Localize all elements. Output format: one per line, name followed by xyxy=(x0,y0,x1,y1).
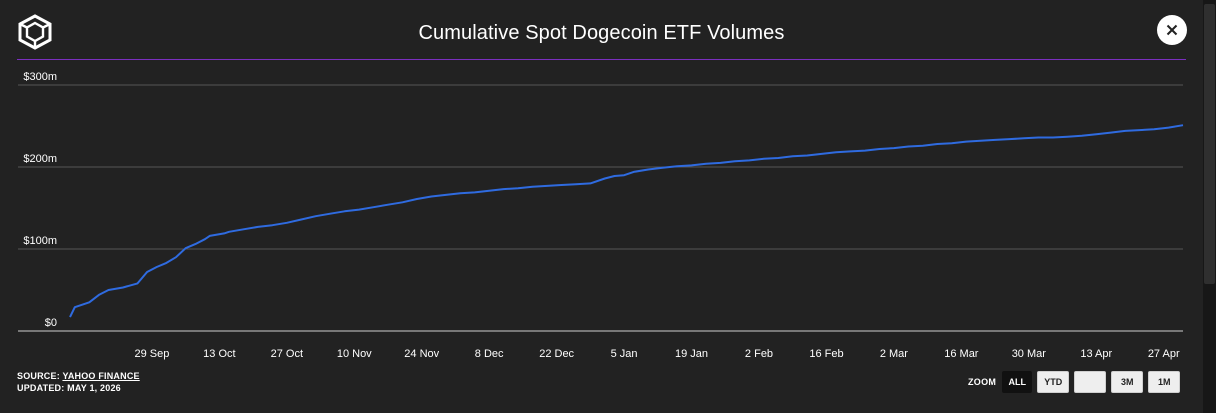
x-tick-label: 13 Oct xyxy=(203,348,235,360)
x-tick-label: 5 Jan xyxy=(611,348,638,360)
y-tick-label: $200m xyxy=(23,153,57,165)
x-tick-label: 19 Jan xyxy=(675,348,708,360)
x-tick-label: 10 Nov xyxy=(337,348,372,360)
zoom-3m-button[interactable]: 3M xyxy=(1111,371,1144,393)
line-chart: $0 $100m $200m $300m 29 Sep 13 Oct 27 Oct 10 No… xyxy=(18,71,1184,360)
zoom-ytd-button[interactable]: YTD xyxy=(1037,371,1070,393)
x-tick-label: 8 Dec xyxy=(475,348,504,360)
source-note: SOURCE: YAHOO FINANCE UPDATED: MAY 1, 20… xyxy=(17,370,140,394)
x-tick-label: 30 Mar xyxy=(1012,348,1047,360)
zoom-controls: ZOOM ALL YTD 3M 1M xyxy=(968,371,1181,393)
x-tick-label: 16 Feb xyxy=(809,348,843,360)
x-tick-label: 24 Nov xyxy=(404,348,439,360)
chart-title: Cumulative Spot Dogecoin ETF Volumes xyxy=(418,22,785,44)
zoom-blank-button[interactable] xyxy=(1074,371,1107,393)
title-divider xyxy=(17,59,1186,60)
y-tick-label: $300m xyxy=(23,71,57,83)
x-tick-label: 16 Mar xyxy=(944,348,979,360)
zoom-1m-button[interactable]: 1M xyxy=(1148,371,1181,393)
x-tick-label: 27 Oct xyxy=(271,348,303,360)
close-icon xyxy=(1166,24,1178,36)
source-prefix: SOURCE: xyxy=(17,371,60,381)
x-tick-label: 22 Dec xyxy=(539,348,574,360)
y-tick-label: $100m xyxy=(23,235,57,247)
zoom-label: ZOOM xyxy=(968,377,997,387)
x-tick-label: 27 Apr xyxy=(1148,348,1180,360)
the-block-cube-logo-icon[interactable] xyxy=(17,14,53,50)
scrollbar-thumb[interactable] xyxy=(1204,4,1215,284)
updated-date: UPDATED: MAY 1, 2026 xyxy=(17,383,121,393)
y-tick-label: $0 xyxy=(45,317,57,329)
zoom-all-button[interactable]: ALL xyxy=(1002,371,1033,393)
x-tick-label: 2 Mar xyxy=(880,348,908,360)
x-tick-label: 2 Feb xyxy=(745,348,773,360)
x-tick-label: 29 Sep xyxy=(134,348,169,360)
close-button[interactable] xyxy=(1157,15,1187,45)
series-line xyxy=(69,124,1184,318)
x-tick-label: 13 Apr xyxy=(1080,348,1112,360)
source-link[interactable]: YAHOO FINANCE xyxy=(62,371,140,381)
